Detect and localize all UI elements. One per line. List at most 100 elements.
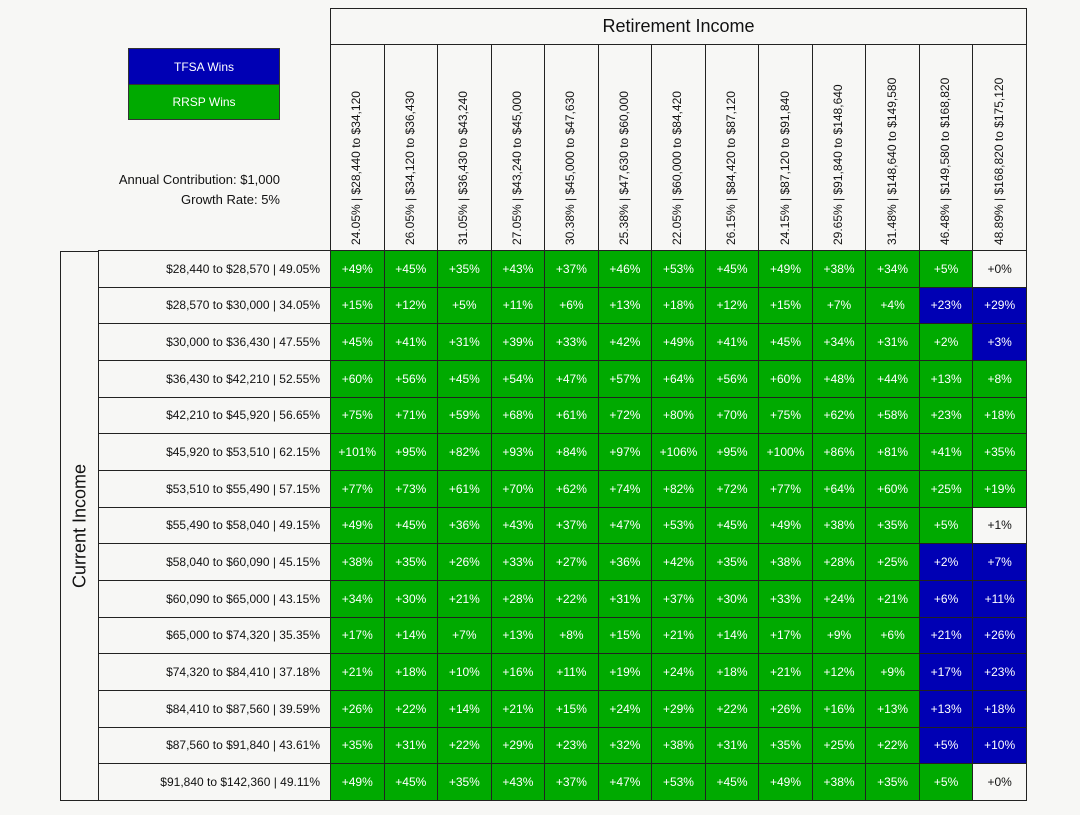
heatmap-cell: +6% [918,579,974,618]
column-header: 30.38% | $45,000 to $47,630 [544,44,599,252]
table-row: $45,920 to $53,510 | 62.15% +101% +95% +82%… [98,433,1027,471]
heatmap-cell: +0% [972,250,1027,288]
column-header-label: 24.15% | $87,120 to $91,840 [777,91,792,245]
heatmap-cell: +21% [918,616,974,655]
heatmap-cell: +34% [865,250,920,288]
heatmap-grid: $28,440 to $28,570 | 49.05% +49% +45% +35% +… [98,250,1027,801]
heatmap-cell: +26% [437,543,492,581]
table-row: $74,320 to $84,410 | 37.18% +21% +18% +10% +… [98,653,1027,691]
heatmap-cell: +17% [330,616,385,655]
heatmap-cell: +75% [330,396,385,435]
column-header-label: 48.89% | $168,820 to $175,120 [991,77,1006,245]
heatmap-cell: +62% [811,396,867,435]
heatmap-cell: +80% [651,396,706,435]
heatmap-cell: +21% [651,616,706,655]
heatmap-cell: +53% [651,250,706,288]
heatmap-cell: +86% [811,433,867,471]
table-row: $42,210 to $45,920 | 56.65% +75% +71% +59% +… [98,396,1027,435]
heatmap-cell: +95% [383,433,439,471]
heatmap-cell: +72% [704,469,760,508]
heatmap-cell: +41% [383,323,439,361]
heatmap-cell: +35% [383,543,439,581]
heatmap-cell: +70% [490,469,546,508]
heatmap-cell: +5% [437,286,492,325]
heatmap-cell: +18% [972,689,1027,728]
heatmap-cell: +18% [972,396,1027,435]
heatmap-cell: +18% [383,653,439,691]
heatmap-cell: +7% [972,543,1027,581]
column-header-label: 24.05% | $28,440 to $34,120 [349,91,364,245]
row-header-label: $28,570 to $30,000 | 34.05% [98,286,331,325]
heatmap-cell: +38% [651,726,706,765]
heatmap-cell: +5% [918,763,974,801]
column-header-label: 25.38% | $47,630 to $60,000 [616,91,631,245]
heatmap-cell: +70% [704,396,760,435]
column-header-label: 31.48% | $148,640 to $149,580 [884,77,899,245]
heatmap-cell: +21% [330,653,385,691]
heatmap-cell: +61% [437,469,492,508]
heatmap-cell: +74% [597,469,653,508]
current-income-header: Current Income [60,251,99,801]
heatmap-cell: +38% [811,506,867,545]
row-header-label: $60,090 to $65,000 | 43.15% [98,579,331,618]
heatmap-cell: +33% [544,323,599,361]
heatmap-cell: +12% [383,286,439,325]
heatmap-cell: +38% [811,763,867,801]
heatmap-cell: +77% [758,469,813,508]
column-header: 25.38% | $47,630 to $60,000 [597,44,653,252]
current-income-title: Current Income [69,463,89,589]
heatmap-cell: +26% [330,689,385,728]
heatmap-cell: +37% [651,579,706,618]
heatmap-cell: +34% [330,579,385,618]
heatmap-cell: +13% [490,616,546,655]
heatmap-cell: +60% [330,359,385,398]
heatmap-cell: +45% [758,323,813,361]
table-row: $87,560 to $91,840 | 43.61% +35% +31% +22% +… [98,726,1027,765]
heatmap-cell: +6% [865,616,920,655]
heatmap-cell: +75% [758,396,813,435]
heatmap-cell: +2% [918,543,974,581]
table-row: $30,000 to $36,430 | 47.55% +45% +41% +31% +… [98,323,1027,361]
table-row: $55,490 to $58,040 | 49.15% +49% +45% +36% +… [98,506,1027,545]
heatmap-cell: +22% [544,579,599,618]
heatmap-cell: +10% [437,653,492,691]
heatmap-cell: +37% [544,250,599,288]
heatmap-cell: +14% [383,616,439,655]
legend-rrsp-wins: RRSP Wins [128,84,280,120]
row-header-label: $30,000 to $36,430 | 47.55% [98,323,331,361]
legend-tfsa-wins: TFSA Wins [128,48,280,85]
column-header-label: 26.15% | $84,420 to $87,120 [723,91,738,245]
heatmap-cell: +72% [597,396,653,435]
heatmap-cell: +42% [597,323,653,361]
heatmap-cell: +64% [651,359,706,398]
row-header-label: $87,560 to $91,840 | 43.61% [98,726,331,765]
legend-tfsa-label: TFSA Wins [173,59,234,74]
heatmap-cell: +18% [651,286,706,325]
heatmap-cell: +57% [597,359,653,398]
heatmap-cell: +45% [383,763,439,801]
heatmap-cell: +15% [330,286,385,325]
heatmap-cell: +22% [383,689,439,728]
heatmap-cell: +82% [437,433,492,471]
heatmap-cell: +45% [330,323,385,361]
heatmap-cell: +33% [490,543,546,581]
heatmap-cell: +9% [811,616,867,655]
heatmap-cell: +10% [972,726,1027,765]
heatmap-cell: +28% [811,543,867,581]
heatmap-cell: +22% [437,726,492,765]
heatmap-cell: +49% [758,763,813,801]
column-header-label: 30.38% | $45,000 to $47,630 [563,91,578,245]
heatmap-cell: +60% [758,359,813,398]
heatmap-cell: +25% [811,726,867,765]
heatmap-cell: +24% [811,579,867,618]
heatmap-cell: +30% [704,579,760,618]
heatmap-cell: +21% [437,579,492,618]
heatmap-cell: +53% [651,506,706,545]
row-header-label: $91,840 to $142,360 | 49.11% [98,763,331,801]
heatmap-cell: +11% [972,579,1027,618]
annual-contribution-label: Annual Contribution: $1,000 [118,172,280,187]
heatmap-cell: +29% [490,726,546,765]
heatmap-cell: +35% [758,726,813,765]
legend-rrsp-label: RRSP Wins [172,95,236,109]
column-header: 46.48% | $149,580 to $168,820 [918,44,974,252]
